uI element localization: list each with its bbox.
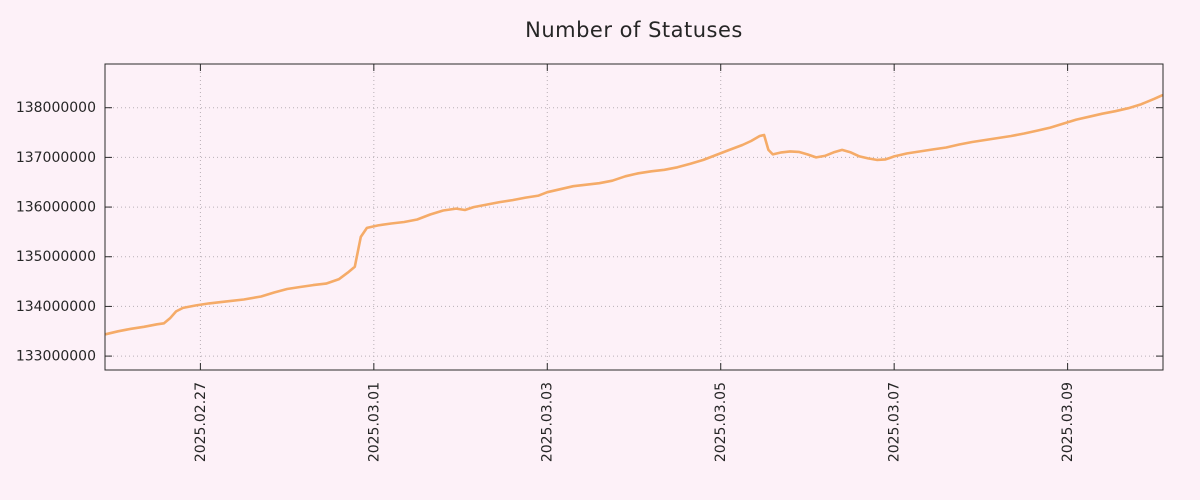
x-tick-label: 2025.03.07 (887, 382, 903, 462)
x-tick-label: 2025.03.09 (1060, 382, 1076, 462)
y-tick-label: 135000000 (16, 249, 96, 265)
x-tick-label: 2025.03.01 (366, 382, 382, 462)
chart-title: Number of Statuses (525, 18, 743, 42)
y-tick-label: 134000000 (16, 299, 96, 315)
y-tick-label: 136000000 (16, 200, 96, 216)
series-line-statuses (104, 94, 1164, 336)
x-tick-label: 2025.03.03 (540, 382, 556, 462)
plot-border (104, 63, 1164, 371)
y-tick-label: 138000000 (16, 100, 96, 116)
x-tick-label: 2025.03.05 (713, 382, 729, 462)
x-tick-label: 2025.02.27 (193, 382, 209, 462)
y-tick-label: 137000000 (16, 150, 96, 166)
y-tick-label: 133000000 (16, 349, 96, 365)
